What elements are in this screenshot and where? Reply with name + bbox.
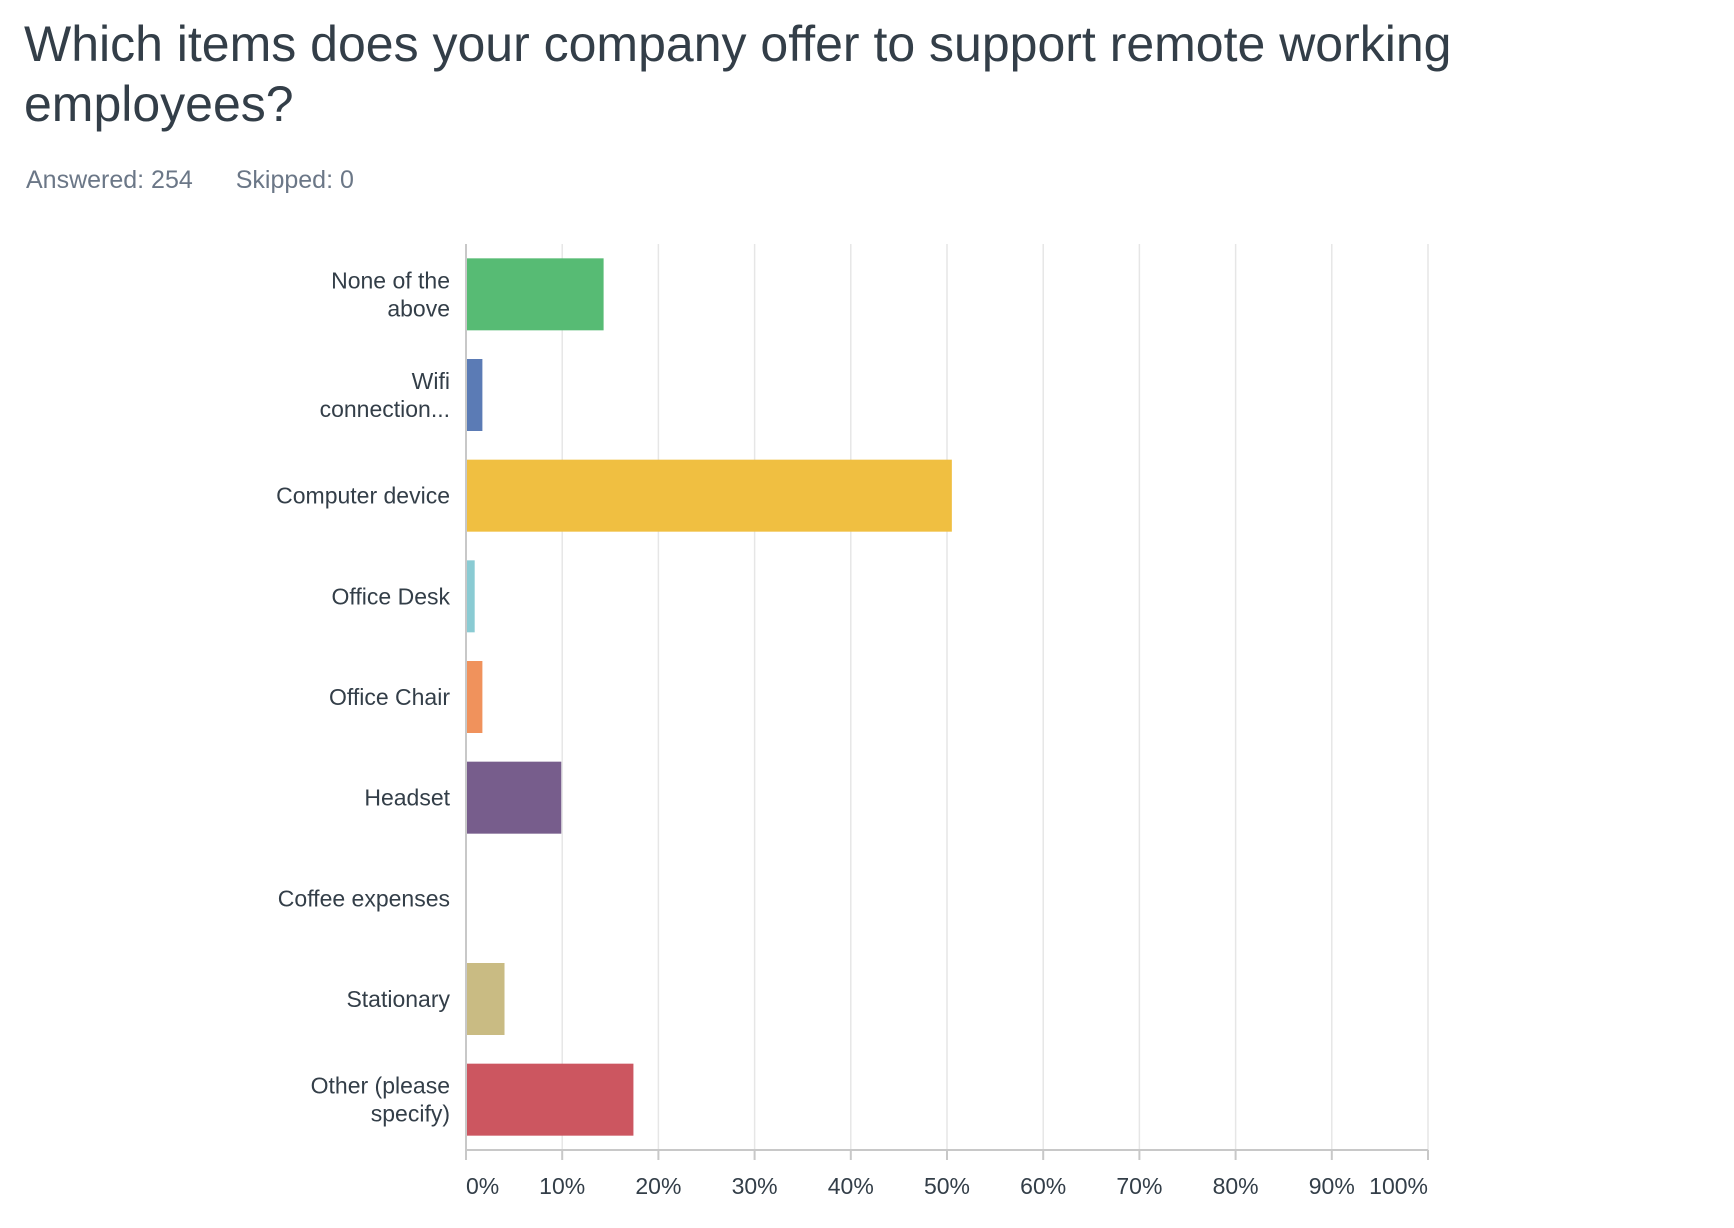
bar-0 [467, 258, 604, 331]
x-tick-label: 70% [1116, 1173, 1162, 1199]
category-label: Coffee expenses [278, 885, 450, 911]
x-tick-label: 0% [466, 1173, 499, 1199]
bar-2 [467, 459, 952, 532]
category-label: Other (please specify) [311, 1073, 450, 1127]
x-tick-label: 30% [732, 1173, 778, 1199]
response-stats: Answered: 254 Skipped: 0 [26, 166, 390, 195]
x-tick-label: 80% [1213, 1173, 1259, 1199]
category-label: Wifi connection... [320, 368, 450, 422]
category-label: Stationary [346, 986, 450, 1012]
x-tick-label: 10% [539, 1173, 585, 1199]
category-label: Headset [364, 785, 450, 811]
x-tick-label: 60% [1020, 1173, 1066, 1199]
bar-3 [467, 560, 475, 633]
x-tick-label: 20% [635, 1173, 681, 1199]
bar-4 [467, 661, 483, 733]
x-tick-label: 50% [924, 1173, 970, 1199]
question-title: Which items does your company offer to s… [24, 16, 1452, 132]
category-label: Office Chair [329, 684, 450, 710]
x-tick-label: 90% [1309, 1173, 1355, 1199]
x-tick-label: 100% [1369, 1173, 1428, 1199]
category-label: Computer device [276, 483, 450, 509]
x-tick-label: 40% [828, 1173, 874, 1199]
answered-count: Answered: 254 [26, 166, 193, 194]
bar-8 [467, 1063, 634, 1136]
category-label: Office Desk [332, 583, 451, 609]
bar-5 [467, 761, 562, 834]
bar-1 [467, 359, 483, 431]
skipped-count: Skipped: 0 [235, 166, 354, 194]
category-label: None of the above [331, 267, 450, 321]
bar-7 [467, 963, 505, 1035]
